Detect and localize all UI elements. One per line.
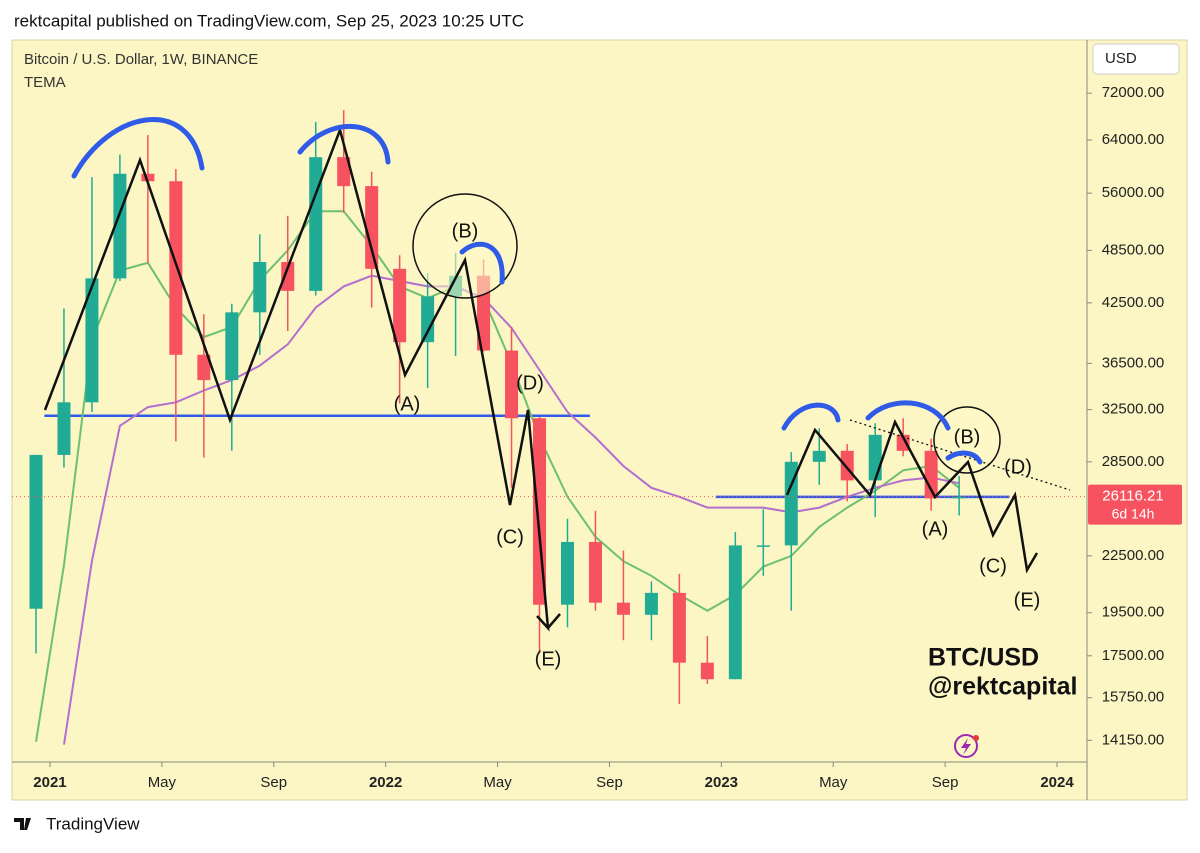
currency[interactable]: USD bbox=[1105, 50, 1137, 67]
candle-body bbox=[169, 181, 183, 355]
candle-body bbox=[896, 434, 910, 451]
y-tick-label: 32500.00 bbox=[1102, 401, 1165, 418]
candle-body bbox=[225, 312, 239, 381]
drawings bbox=[43, 117, 1071, 632]
candle-body bbox=[812, 450, 826, 462]
candle-body bbox=[868, 434, 882, 481]
top-arc bbox=[781, 402, 841, 431]
candle-body bbox=[309, 157, 323, 291]
last-price: 26116.21 bbox=[1102, 488, 1163, 505]
y-tick-label: 19500.00 bbox=[1102, 604, 1165, 621]
currency-button[interactable] bbox=[1092, 43, 1180, 75]
candle-body bbox=[197, 354, 211, 381]
x-tick-label: 2021 bbox=[33, 774, 66, 791]
top-arc bbox=[71, 117, 205, 179]
wave-label: (E) bbox=[1014, 589, 1041, 611]
y-tick-label: 42500.00 bbox=[1102, 294, 1165, 311]
wave-label: (A) bbox=[922, 518, 949, 540]
wave-path bbox=[785, 418, 1039, 574]
y-tick-label: 15750.00 bbox=[1102, 689, 1165, 706]
wave-label: (A) bbox=[394, 393, 421, 415]
candle-body bbox=[672, 592, 686, 663]
wave-path bbox=[43, 125, 561, 632]
watermark: BTC/USD bbox=[928, 644, 1039, 672]
footer-logo: TradingView bbox=[14, 814, 140, 833]
candle-body bbox=[393, 268, 407, 343]
candle-body bbox=[700, 662, 714, 680]
countdown: 6d 14h bbox=[1112, 505, 1155, 521]
candle-body bbox=[281, 261, 295, 291]
watermark: @rektcapital bbox=[928, 673, 1077, 701]
candle-body bbox=[952, 496, 966, 499]
x-tick-label: May bbox=[819, 774, 848, 791]
candle-body bbox=[141, 173, 155, 182]
logo-mark bbox=[14, 818, 31, 830]
candle-body bbox=[365, 186, 379, 269]
y-tick-label: 17500.00 bbox=[1102, 647, 1165, 664]
x-tick-label: 2022 bbox=[369, 774, 402, 791]
candle-body bbox=[588, 541, 602, 603]
candle-body bbox=[924, 450, 938, 499]
candle-body bbox=[85, 278, 99, 403]
x-tick-label: Sep bbox=[932, 774, 959, 791]
wave-label: (B) bbox=[452, 220, 479, 242]
y-tick-label: 22500.00 bbox=[1102, 547, 1165, 564]
candle-body bbox=[560, 541, 574, 605]
plot-area: 72000.00 64000.00 56000.00 48500.00 42500.00… bbox=[12, 84, 1164, 791]
y-tick-label: 48500.00 bbox=[1102, 241, 1165, 258]
y-tick-label: 64000.00 bbox=[1102, 131, 1165, 148]
x-tick-label: May bbox=[148, 774, 177, 791]
candle-body bbox=[29, 454, 43, 609]
icon-bolt[interactable] bbox=[961, 738, 971, 755]
candle-body bbox=[616, 602, 630, 615]
y-tick-label: 56000.00 bbox=[1102, 184, 1165, 201]
wave-label: (D) bbox=[516, 372, 544, 394]
icon-ring[interactable] bbox=[954, 734, 978, 758]
top-arc bbox=[459, 241, 505, 285]
x-tick-label: 2024 bbox=[1040, 774, 1074, 791]
y-tick-label: 14150.00 bbox=[1102, 731, 1165, 748]
flash-icon[interactable] bbox=[954, 734, 979, 758]
price-tag-bg bbox=[1088, 484, 1182, 525]
footer: TradingView bbox=[46, 814, 140, 833]
y-tick-label: 28500.00 bbox=[1102, 453, 1165, 470]
x-tick-label: Sep bbox=[596, 774, 623, 791]
x-tick-label: May bbox=[483, 774, 512, 791]
ma-line bbox=[35, 210, 960, 742]
candle-body bbox=[644, 592, 658, 615]
wave-label: (D) bbox=[1004, 456, 1032, 478]
wave-label: (B) bbox=[954, 426, 981, 448]
top-arc bbox=[865, 400, 951, 431]
candle-body bbox=[421, 296, 435, 343]
wave-label: (C) bbox=[496, 526, 524, 548]
x-tick-label: Sep bbox=[260, 774, 287, 791]
candle-body bbox=[840, 450, 854, 481]
indicator-name: TEMA bbox=[24, 74, 66, 91]
candle-body bbox=[113, 173, 127, 279]
candle-body bbox=[756, 545, 770, 547]
candle-body bbox=[784, 461, 798, 546]
icon-dot[interactable] bbox=[973, 735, 979, 741]
x-tick-label: 2023 bbox=[705, 774, 738, 791]
candle-body bbox=[505, 350, 519, 419]
candle-body bbox=[57, 402, 71, 455]
y-tick-label: 72000.00 bbox=[1102, 84, 1165, 101]
top-arc bbox=[297, 123, 391, 165]
chart-title: Bitcoin / U.S. Dollar, 1W, BINANCE bbox=[24, 51, 258, 68]
wave-label: (E) bbox=[535, 648, 562, 670]
header: rektcapital published on TradingView.com… bbox=[14, 11, 524, 30]
highlight-circle bbox=[412, 193, 518, 299]
candle-body bbox=[728, 545, 742, 680]
candle-body bbox=[253, 261, 267, 313]
wave-label: (C) bbox=[979, 555, 1007, 577]
candle-body bbox=[337, 157, 351, 187]
wave-labels: (A) (B) (C) (D) (E) (A) (B) (C) (D) (E) bbox=[394, 220, 1041, 670]
top-arc bbox=[945, 450, 983, 465]
y-tick-label: 36500.00 bbox=[1102, 354, 1165, 371]
